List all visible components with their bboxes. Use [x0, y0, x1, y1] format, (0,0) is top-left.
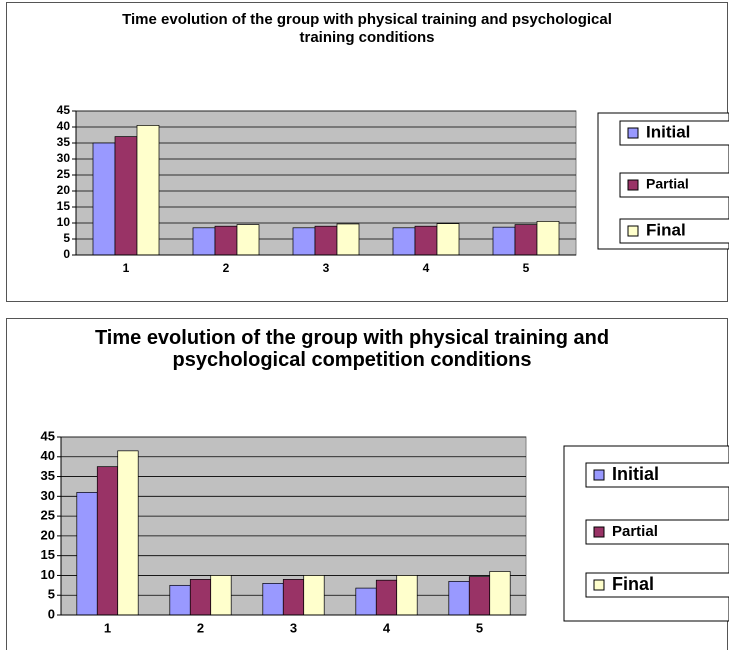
bar — [117, 450, 139, 616]
legend-item-box — [619, 120, 729, 146]
chart-panel: Time evolution of the group with physica… — [6, 318, 729, 650]
legend-label: Final — [612, 574, 654, 594]
bar — [136, 125, 160, 256]
bar — [192, 227, 216, 256]
legend-swatch — [627, 225, 639, 237]
y-tick-label: 20 — [57, 183, 71, 197]
bar — [282, 579, 305, 616]
y-tick-label: 15 — [57, 199, 71, 213]
bar — [303, 575, 325, 616]
bar — [375, 579, 398, 616]
bar — [536, 221, 560, 256]
y-tick-label: 0 — [63, 247, 70, 261]
y-tick-label: 30 — [41, 488, 55, 503]
x-tick-label: 4 — [423, 261, 430, 275]
y-tick-label: 25 — [41, 508, 55, 523]
bar — [114, 136, 138, 256]
legend-item-box — [585, 519, 729, 545]
x-tick-label: 1 — [123, 261, 130, 275]
bar — [189, 579, 212, 616]
y-tick-label: 45 — [41, 428, 55, 443]
legend-swatch — [627, 179, 639, 191]
chart-title: Time evolution of the group with physica… — [122, 11, 612, 46]
y-tick-label: 25 — [57, 167, 71, 181]
bar — [169, 584, 191, 616]
bar — [314, 225, 338, 256]
bar — [96, 466, 119, 616]
bar — [396, 575, 418, 616]
legend-swatch — [593, 526, 605, 538]
y-tick-label: 35 — [41, 468, 55, 483]
y-tick-label: 5 — [63, 231, 70, 245]
x-tick-label: 4 — [383, 620, 391, 635]
bar — [76, 492, 98, 616]
y-tick-label: 40 — [41, 448, 55, 463]
legend-item-box — [585, 462, 729, 488]
y-tick-label: 45 — [57, 103, 71, 117]
bar — [262, 583, 284, 616]
bar — [492, 226, 516, 256]
y-tick-label: 0 — [48, 606, 55, 621]
bar — [436, 223, 460, 256]
y-tick-label: 15 — [41, 547, 55, 562]
bar — [392, 227, 416, 256]
legend-item-box — [585, 572, 729, 598]
chart-panel: Time evolution of the group with physica… — [6, 2, 729, 302]
bar — [336, 223, 360, 256]
y-tick-label: 10 — [57, 215, 71, 229]
bar — [448, 581, 470, 616]
legend-label: Final — [646, 220, 686, 239]
bar — [210, 575, 232, 616]
bar — [214, 225, 238, 256]
y-tick-label: 35 — [57, 135, 71, 149]
x-tick-label: 1 — [104, 620, 111, 635]
y-tick-label: 5 — [48, 587, 55, 602]
bar — [489, 571, 511, 616]
legend-label: Initial — [646, 122, 690, 141]
bar — [92, 142, 116, 256]
bar — [468, 576, 491, 616]
x-tick-label: 5 — [476, 620, 483, 635]
bar — [414, 225, 438, 256]
x-tick-label: 5 — [523, 261, 530, 275]
x-tick-label: 3 — [323, 261, 330, 275]
bar — [514, 224, 538, 256]
y-tick-label: 20 — [41, 527, 55, 542]
legend-label: Partial — [612, 523, 658, 540]
x-tick-label: 2 — [223, 261, 230, 275]
chart-title: Time evolution of the group with physica… — [94, 327, 610, 371]
legend-swatch — [627, 127, 639, 139]
y-tick-label: 30 — [57, 151, 71, 165]
y-tick-label: 40 — [57, 119, 71, 133]
legend-label: Partial — [646, 176, 689, 192]
bar — [236, 224, 260, 256]
legend-swatch — [593, 579, 605, 591]
x-tick-label: 2 — [197, 620, 204, 635]
legend-label: Initial — [612, 464, 659, 484]
x-tick-label: 3 — [290, 620, 297, 635]
y-tick-label: 10 — [41, 567, 55, 582]
bar — [355, 587, 377, 616]
legend-swatch — [593, 469, 605, 481]
bar — [292, 227, 316, 256]
